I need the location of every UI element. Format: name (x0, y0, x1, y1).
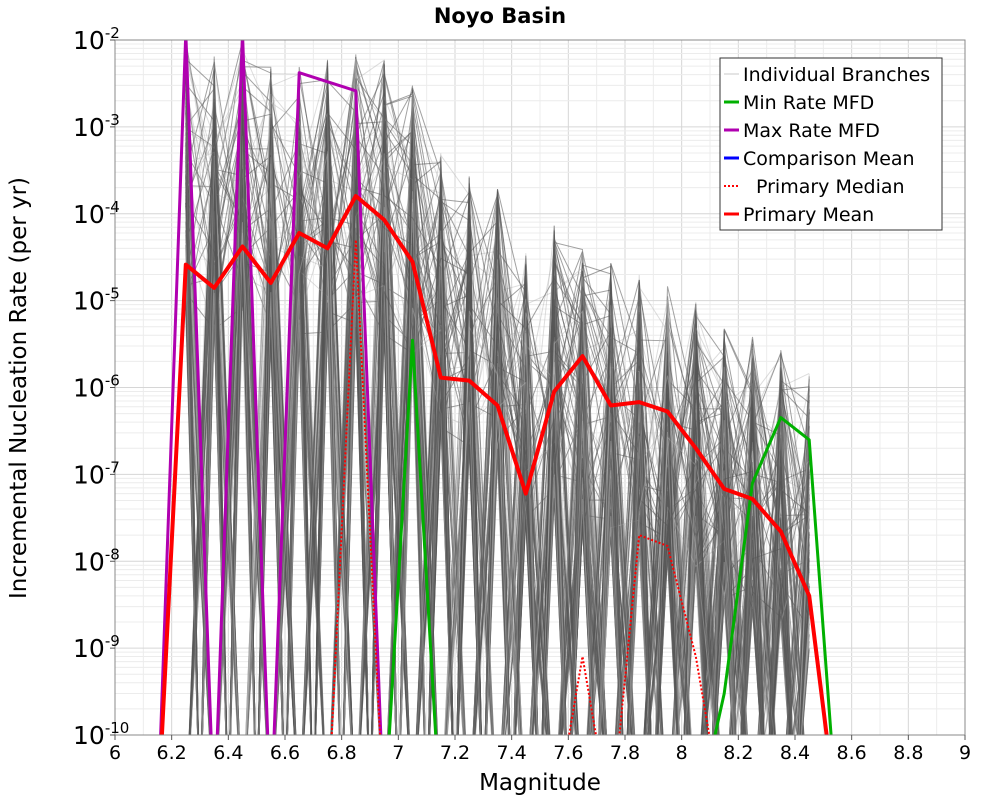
x-tick-label: 6.6 (270, 742, 300, 764)
branch-line (185, 128, 790, 735)
branch-line (229, 189, 776, 735)
x-tick-label: 8.2 (723, 742, 753, 764)
branch-line (185, 69, 810, 735)
branch-line (230, 123, 735, 735)
y-axis-label: Incremental Nucleation Rate (per yr) (6, 177, 32, 599)
primary-mean-line (159, 194, 829, 735)
y-tick-label: 10-6 (73, 372, 120, 403)
y-tick-label: 10-8 (73, 545, 120, 576)
y-tick-label: 10-10 (73, 719, 129, 750)
branch-line (185, 135, 810, 735)
x-tick-label: 6 (109, 742, 121, 764)
y-tick-label: 10-5 (73, 285, 120, 316)
y-tick-label: 10-2 (73, 24, 120, 55)
branch-line (189, 116, 765, 735)
branch-line (185, 46, 810, 735)
branch-line (185, 49, 765, 735)
x-tick-label: 8.8 (893, 742, 923, 764)
x-tick-label: 9 (959, 742, 971, 764)
x-tick-label: 7.6 (553, 742, 583, 764)
series-layer (159, 40, 833, 735)
y-axis-ticks: 10-10 10-9 10-8 10-7 10-6 10-5 10-4 10-3 10-2 (73, 24, 129, 750)
branch-line (185, 132, 810, 735)
min-rate-mfd-line (387, 338, 833, 735)
x-tick-label: 6.8 (327, 742, 357, 764)
legend-label-primary-median: Primary Median (756, 176, 905, 198)
x-tick-label: 8.4 (780, 742, 810, 764)
branch-line (185, 52, 810, 735)
legend-label-min-rate-mfd: Min Rate MFD (743, 92, 874, 114)
legend-label-primary-mean: Primary Mean (743, 204, 874, 226)
branch-line (185, 131, 791, 735)
y-tick-label: 10-4 (73, 198, 120, 229)
x-tick-label: 7 (392, 742, 404, 764)
branch-line (185, 74, 810, 735)
y-tick-label: 10-7 (73, 458, 120, 489)
x-tick-label: 6.4 (213, 742, 243, 764)
x-tick-label: 8.6 (837, 742, 867, 764)
individual-branches (185, 40, 810, 735)
y-tick-label: 10-9 (73, 632, 120, 663)
legend-label-individual-branches: Individual Branches (743, 64, 930, 86)
branch-line (201, 174, 810, 735)
x-tick-label: 7.2 (440, 742, 470, 764)
max-rate-mfd-line (159, 40, 383, 735)
legend-label-comparison-mean: Comparison Mean (743, 148, 915, 170)
y-tick-label: 10-3 (73, 111, 120, 142)
branch-line (257, 118, 798, 735)
legend-label-max-rate-mfd: Max Rate MFD (743, 120, 880, 142)
x-tick-label: 8 (676, 742, 688, 764)
x-tick-label: 7.4 (497, 742, 527, 764)
branch-line (246, 193, 810, 735)
branch-line (185, 101, 810, 735)
branch-line (201, 93, 810, 735)
x-tick-label: 6.2 (157, 742, 187, 764)
chart-title: Noyo Basin (434, 4, 566, 28)
x-axis-label: Magnitude (479, 770, 601, 796)
legend-box (719, 57, 943, 231)
x-tick-label: 7.8 (610, 742, 640, 764)
branch-line (185, 78, 810, 735)
branch-line (185, 76, 810, 735)
x-axis-ticks: 6 6.2 6.4 6.6 6.8 7 7.2 7.4 7.6 7.8 8 8.2 8.4 8.6 8.8 9 (109, 735, 971, 764)
legend: Individual Branches Min Rate MFD Max Rate … (719, 57, 943, 231)
branch-line (185, 89, 765, 735)
